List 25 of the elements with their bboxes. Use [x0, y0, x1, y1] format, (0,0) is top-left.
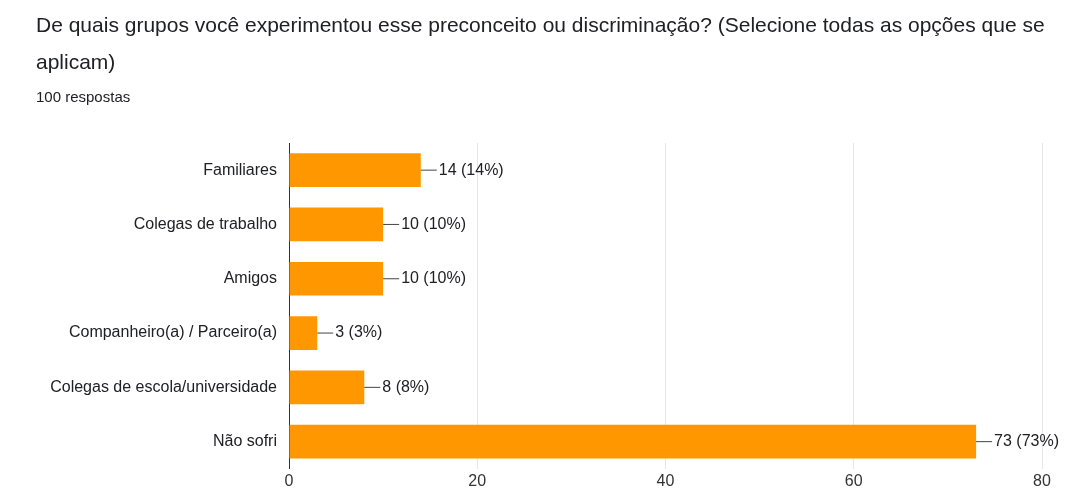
bar: [289, 424, 977, 459]
x-tick-label: 20: [468, 471, 487, 489]
x-tick-label: 60: [844, 471, 863, 489]
y-tick-label: Familiares: [203, 160, 277, 178]
y-tick-label: Não sofri: [212, 432, 277, 450]
data-label: 14 (14%): [438, 160, 504, 178]
bar: [289, 207, 384, 242]
y-tick-label: Amigos: [223, 269, 277, 287]
bar: [289, 316, 318, 350]
y-tick-label: Colegas de trabalho: [133, 214, 278, 232]
y-tick-label: Companheiro(a) / Parceiro(a): [68, 323, 277, 341]
data-label: 10 (10%): [401, 214, 467, 232]
bar: [289, 261, 384, 296]
x-tick-label: 0: [284, 471, 294, 489]
x-tick-label: 80: [1033, 471, 1051, 489]
data-label: 3 (3%): [335, 323, 383, 341]
bar: [289, 370, 365, 405]
x-tick-label: 40: [656, 471, 675, 489]
data-label: 8 (8%): [382, 377, 430, 395]
data-label: 73 (73%): [994, 432, 1060, 450]
data-label: 10 (10%): [401, 269, 467, 287]
text: 100 respostas: [36, 88, 131, 105]
chart-title: De quais grupos você experimentou esse preconceito ou discriminação? (Selecione todas as opções que se aplicam): [36, 12, 1046, 75]
bar: [289, 153, 421, 187]
y-tick-label: Colegas de escola/universidade: [50, 377, 278, 395]
